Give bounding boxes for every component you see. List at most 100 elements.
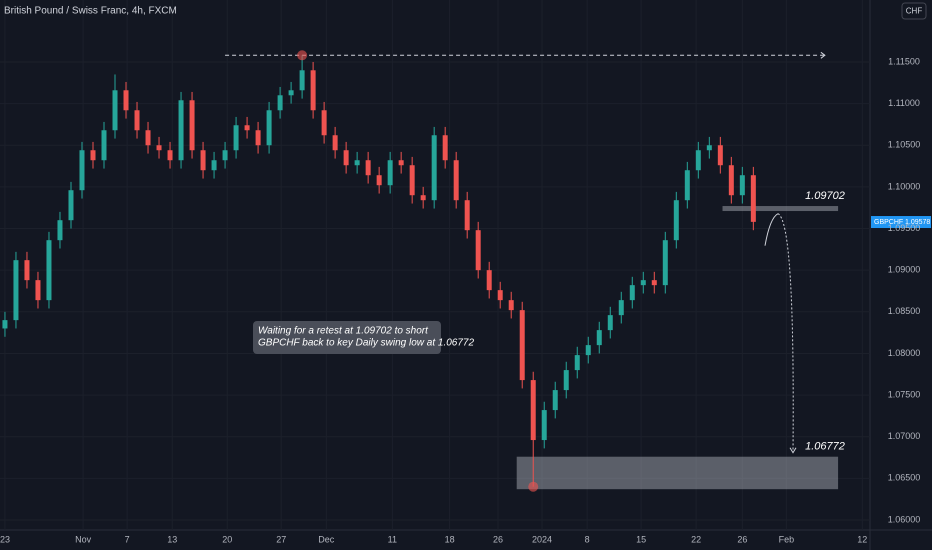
y-tick-label: 1.09500 — [888, 223, 921, 233]
candle-body — [68, 190, 74, 221]
candle-body — [629, 285, 635, 301]
candle-body — [497, 290, 503, 301]
y-tick-label: 1.10000 — [888, 181, 921, 191]
candle-body — [453, 160, 459, 201]
x-tick-label: 15 — [636, 534, 646, 544]
currency-box[interactable] — [901, 2, 927, 20]
candles — [2, 55, 756, 487]
y-tick-label: 1.08000 — [888, 348, 921, 358]
x-tick-label: 11 — [388, 534, 397, 544]
x-tick-label: 18 — [445, 534, 455, 544]
candle-body — [134, 110, 140, 131]
candle-body — [354, 160, 360, 166]
x-tick-label: Dec — [318, 534, 335, 544]
x-tick-label: Feb — [779, 534, 795, 544]
candle-body — [651, 280, 657, 286]
candle-body — [310, 70, 316, 111]
candle-body — [574, 355, 580, 371]
projection-up — [764, 213, 779, 246]
y-tick-label: 1.07000 — [888, 431, 921, 441]
x-tick-label: 7 — [125, 534, 130, 544]
y-tick-label: 1.11500 — [888, 56, 920, 66]
candle-body — [486, 270, 492, 291]
currency[interactable]: CHF — [906, 7, 923, 16]
annotation-box — [253, 321, 441, 354]
candle-body — [321, 110, 327, 136]
candle-body — [299, 70, 305, 91]
candle-body — [706, 145, 712, 151]
candle-body — [409, 165, 415, 196]
candle-body — [233, 125, 239, 151]
candle-body — [530, 380, 536, 441]
price-tag-name: GBPCHF — [874, 219, 903, 226]
candle-body — [431, 135, 437, 201]
candle-body — [90, 150, 96, 161]
candle-body — [398, 160, 404, 166]
candle-body — [13, 260, 19, 321]
swing-high-marker — [297, 50, 308, 61]
candle-body — [695, 150, 701, 171]
candle-body — [222, 150, 228, 161]
candle-body — [387, 160, 393, 186]
drawings — [225, 51, 839, 490]
candle-body — [728, 165, 734, 196]
candle-body — [508, 300, 514, 311]
candle-body — [420, 195, 426, 201]
y-tick-label: 1.11000 — [888, 98, 920, 108]
candle-body — [156, 145, 162, 151]
x-tick-label: 8 — [585, 534, 590, 544]
x-tick-label: 27 — [276, 534, 286, 544]
projection-down — [777, 213, 794, 452]
candle-body — [211, 160, 217, 171]
candle-body — [189, 100, 195, 151]
candle-body — [376, 175, 382, 186]
y-tick-label: 1.06500 — [888, 473, 921, 483]
candle-body — [79, 150, 85, 191]
candle-body — [442, 135, 448, 161]
candle-body — [35, 280, 41, 301]
candle-body — [167, 150, 173, 161]
price-tag-value: 1.09578 — [905, 219, 930, 226]
annotation-text: Waiting for a retest at 1.09702 to short — [258, 326, 429, 337]
chart-title: British Pound / Swiss Franc, 4h, FXCM — [4, 6, 177, 17]
candle-body — [607, 315, 613, 331]
candle-body — [24, 260, 30, 281]
candle-body — [596, 330, 602, 346]
candle-body — [178, 100, 184, 161]
candle-body — [123, 90, 129, 111]
zone — [722, 206, 839, 212]
candle-body — [464, 200, 470, 231]
x-tick-label: 23 — [0, 534, 10, 544]
zone — [516, 456, 839, 490]
candle-body — [541, 410, 547, 441]
candle-body — [112, 90, 118, 131]
candle-body — [255, 130, 261, 146]
x-tick-label: 26 — [493, 534, 503, 544]
candle-body — [717, 145, 723, 166]
candle-body — [475, 230, 481, 271]
candle-body — [266, 110, 272, 146]
level-label: 1.09702 — [805, 190, 845, 202]
candle-body — [552, 390, 558, 411]
x-tick-label: 20 — [222, 534, 232, 544]
x-tick-label: 26 — [737, 534, 747, 544]
candle-body — [46, 240, 52, 301]
candle-body — [200, 150, 206, 171]
annotation-text: GBPCHF back to key Daily swing low at 1.… — [258, 338, 474, 349]
x-tick-label: 13 — [167, 534, 177, 544]
y-tick-label: 1.07500 — [888, 389, 921, 399]
candle-body — [640, 280, 646, 286]
candle-body — [332, 135, 338, 151]
candle-body — [739, 175, 745, 196]
candle-body — [750, 175, 756, 222]
candle-body — [145, 130, 151, 146]
candle-body — [673, 200, 679, 241]
candle-body — [684, 170, 690, 201]
x-tick-label: 2024 — [532, 534, 552, 544]
candle-body — [277, 95, 283, 111]
x-tick-label: 12 — [857, 534, 867, 544]
candle-body — [585, 345, 591, 356]
